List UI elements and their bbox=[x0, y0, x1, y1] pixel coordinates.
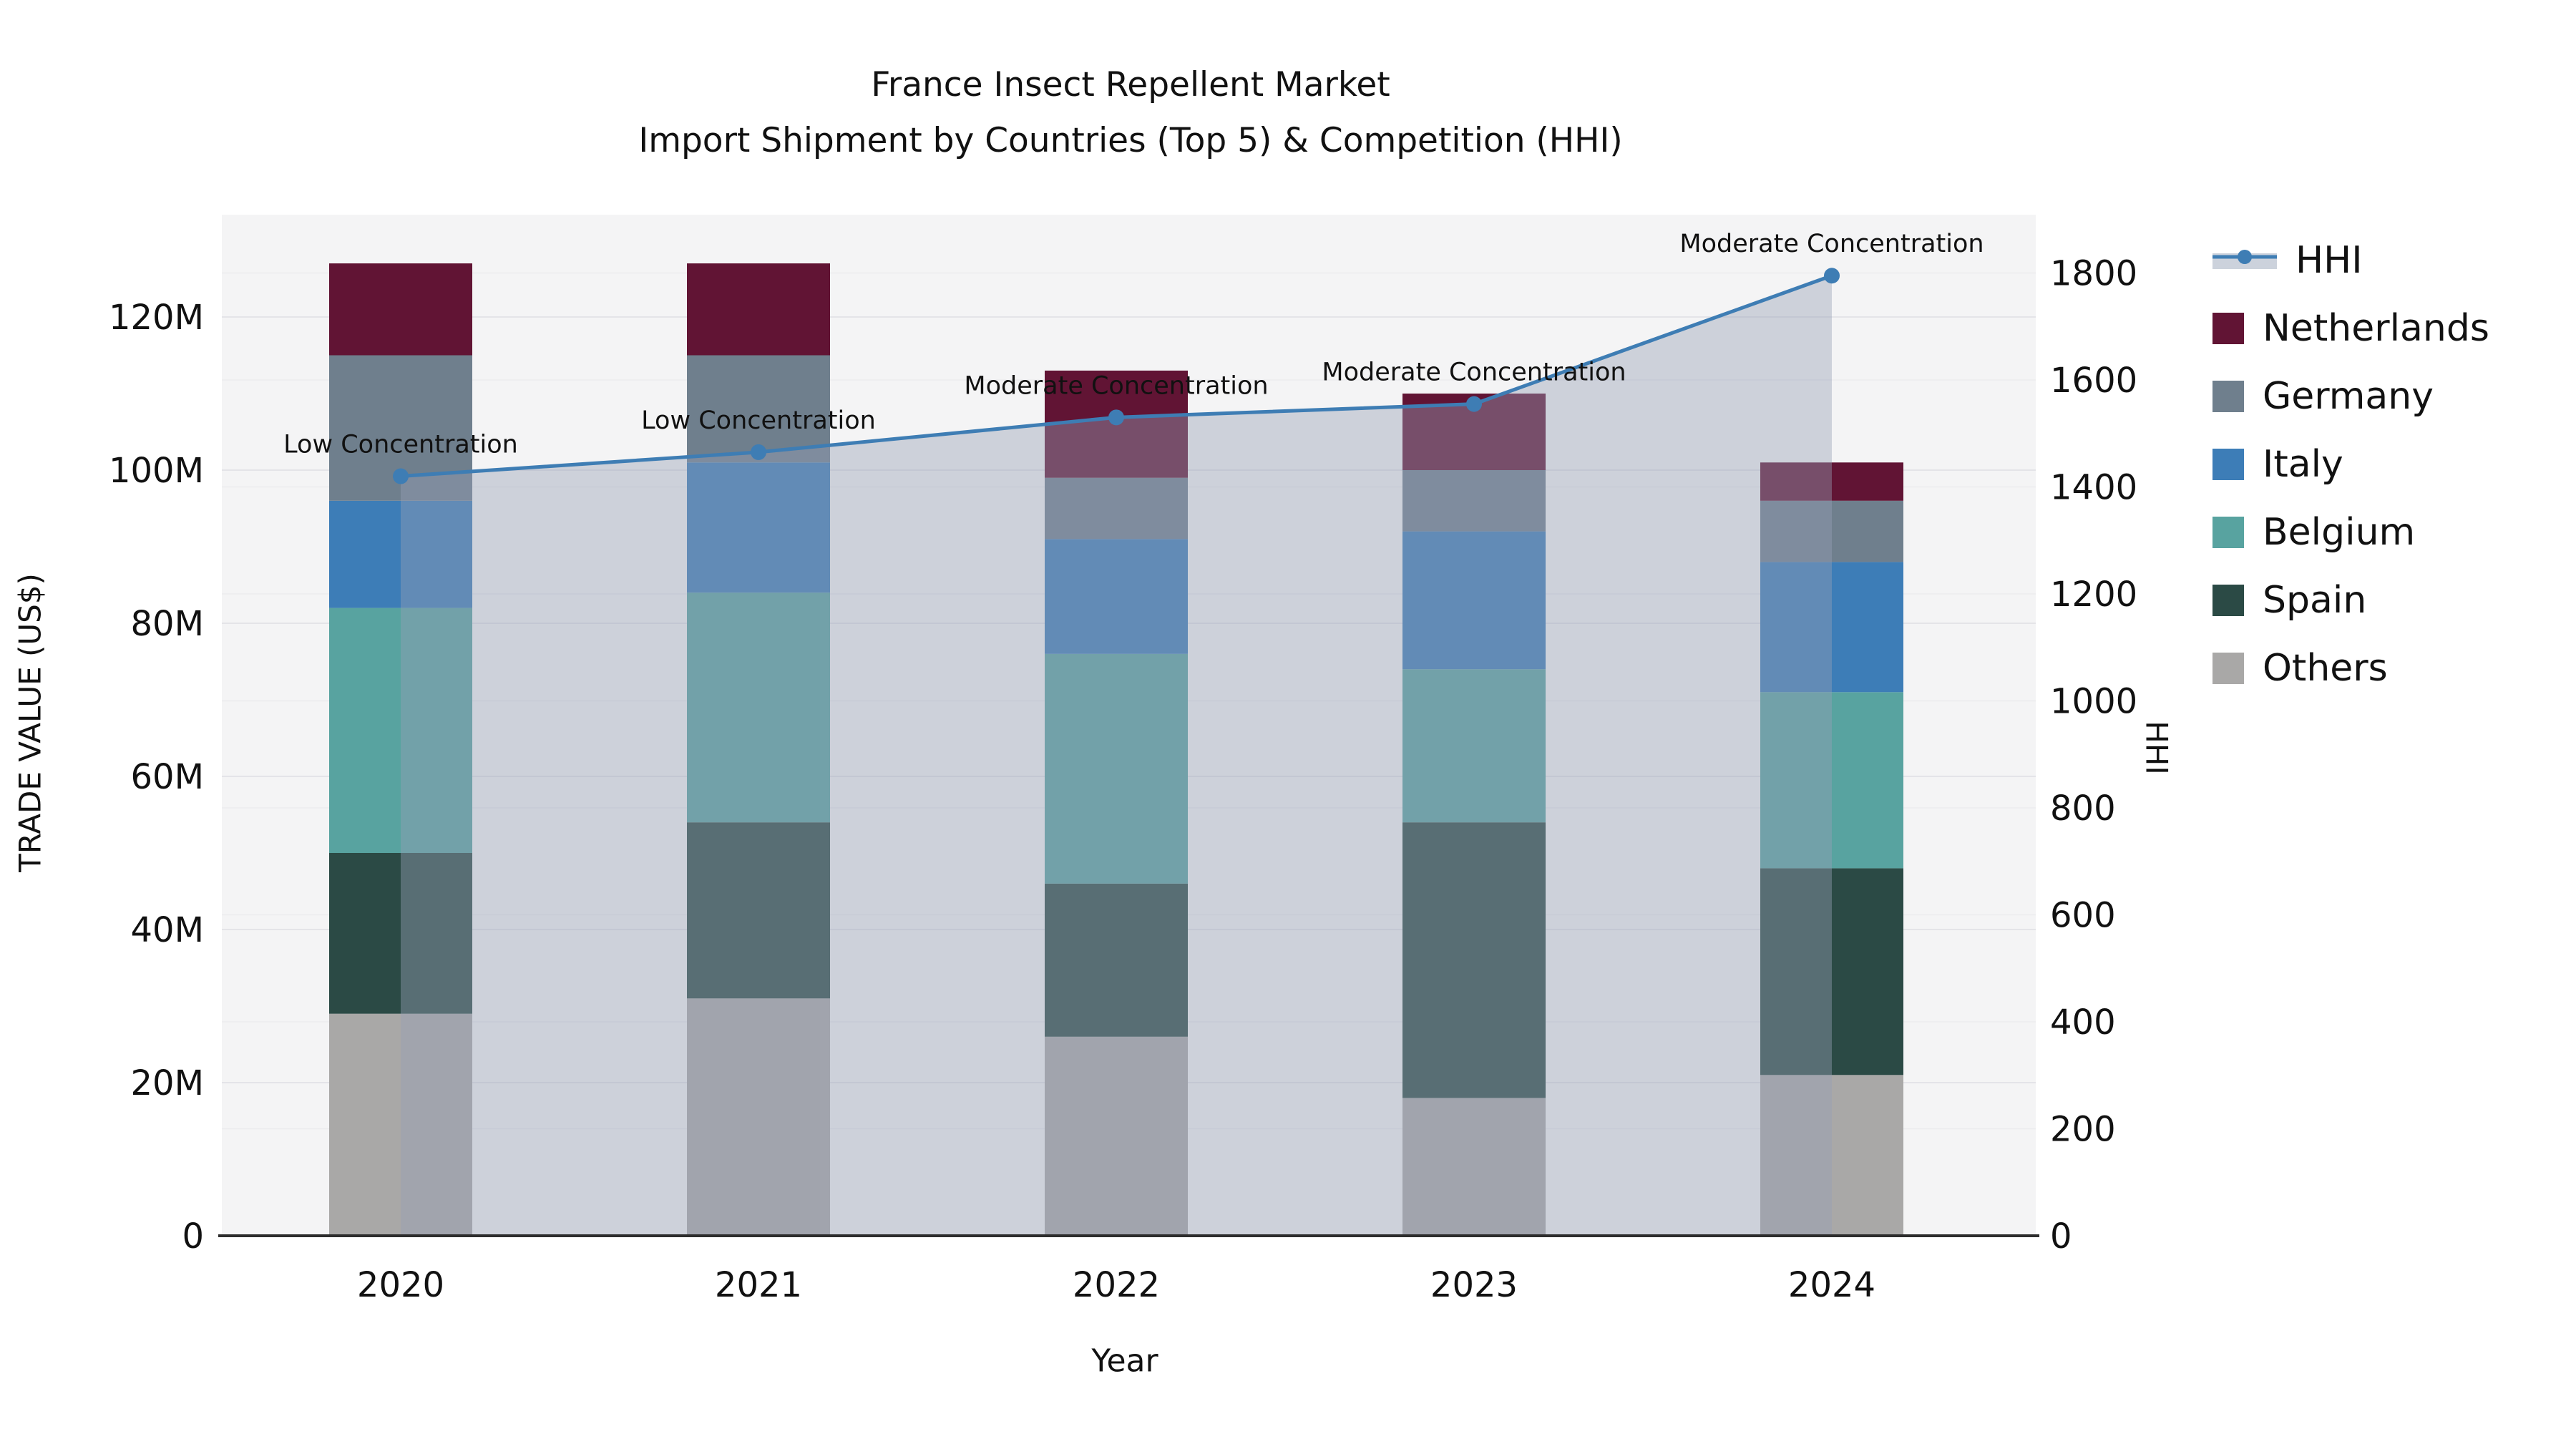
legend-label-germany: Germany bbox=[2263, 375, 2434, 418]
bar-segment-2021-spain bbox=[687, 822, 830, 999]
bar-segment-2020-spain bbox=[329, 853, 472, 1014]
bar-segment-2021-belgium bbox=[687, 592, 830, 823]
legend-swatch-italy bbox=[2212, 449, 2244, 480]
annotation-2020: Low Concentration bbox=[283, 431, 518, 459]
y-right-tick-200: 200 bbox=[2050, 1110, 2116, 1150]
annotation-2022: Moderate Concentration bbox=[964, 371, 1268, 400]
bar-segment-2023-spain bbox=[1402, 822, 1546, 1098]
bar-segment-2024-others bbox=[1760, 1075, 1903, 1236]
x-tick-2020: 2020 bbox=[357, 1265, 444, 1305]
legend-label-hhi: HHI bbox=[2296, 239, 2363, 282]
x-axis-label: Year bbox=[1091, 1342, 1158, 1380]
legend-swatch-others bbox=[2212, 653, 2244, 684]
bar-segment-2022-italy bbox=[1045, 539, 1188, 654]
bar-segment-2024-germany bbox=[1760, 500, 1903, 562]
legend-item-hhi: HHI bbox=[2212, 239, 2489, 282]
y-left-tick-120M: 120M bbox=[109, 298, 204, 338]
y-axis-right-label: HHI bbox=[2139, 721, 2175, 775]
legend-item-netherlands: Netherlands bbox=[2212, 307, 2489, 350]
y-axis-left-label: TRADE VALUE (US$) bbox=[12, 573, 48, 872]
hhi-marker-2023 bbox=[1466, 396, 1482, 412]
y-left-tick-80M: 80M bbox=[131, 604, 205, 644]
bar-segment-2022-others bbox=[1045, 1036, 1188, 1236]
x-tick-2021: 2021 bbox=[715, 1265, 802, 1305]
bar-segment-2020-italy bbox=[329, 500, 472, 608]
y-right-tick-400: 400 bbox=[2050, 1002, 2116, 1043]
x-tick-2023: 2023 bbox=[1430, 1265, 1518, 1305]
y-left-tick-40M: 40M bbox=[131, 910, 205, 950]
chart-title-line1: France Insect Repellent Market bbox=[871, 65, 1390, 104]
bar-segment-2024-italy bbox=[1760, 562, 1903, 693]
bar-segment-2021-netherlands bbox=[687, 263, 830, 356]
x-tick-2024: 2024 bbox=[1788, 1265, 1875, 1305]
y-right-tick-1000: 1000 bbox=[2050, 682, 2137, 722]
legend-label-netherlands: Netherlands bbox=[2263, 307, 2489, 350]
bar-segment-2020-others bbox=[329, 1013, 472, 1236]
legend-hhi-line-swatch bbox=[2212, 250, 2277, 269]
legend-item-germany: Germany bbox=[2212, 375, 2489, 418]
legend-swatch-germany bbox=[2212, 381, 2244, 412]
bar-segment-2024-belgium bbox=[1760, 692, 1903, 869]
bar-segment-2022-belgium bbox=[1045, 653, 1188, 884]
y-right-tick-600: 600 bbox=[2050, 896, 2116, 936]
annotation-2024: Moderate Concentration bbox=[1679, 230, 1984, 258]
chart-title-line2: Import Shipment by Countries (Top 5) & C… bbox=[638, 121, 1623, 160]
legend: HHI Netherlands Germany Italy Belgium Spain Ot… bbox=[2212, 239, 2489, 690]
y-right-tick-800: 800 bbox=[2050, 789, 2116, 829]
legend-label-italy: Italy bbox=[2263, 443, 2343, 486]
bar-segment-2022-spain bbox=[1045, 883, 1188, 1037]
y-right-tick-1600: 1600 bbox=[2050, 361, 2137, 401]
legend-item-others: Others bbox=[2212, 647, 2489, 690]
bar-segment-2023-germany bbox=[1402, 470, 1546, 532]
legend-item-spain: Spain bbox=[2212, 579, 2489, 622]
legend-label-spain: Spain bbox=[2263, 579, 2367, 622]
bar-segment-2020-netherlands bbox=[329, 263, 472, 356]
bar-segment-2020-belgium bbox=[329, 608, 472, 853]
y-right-tick-1200: 1200 bbox=[2050, 575, 2137, 615]
legend-swatch-belgium bbox=[2212, 517, 2244, 548]
legend-item-belgium: Belgium bbox=[2212, 511, 2489, 554]
hhi-marker-2020 bbox=[393, 468, 409, 484]
y-left-tick-20M: 20M bbox=[131, 1063, 205, 1103]
legend-label-others: Others bbox=[2263, 647, 2388, 690]
annotation-2023: Moderate Concentration bbox=[1322, 358, 1626, 387]
y-right-tick-1800: 1800 bbox=[2050, 254, 2137, 294]
chart-title: France Insect Repellent Market Import Sh… bbox=[0, 57, 2261, 169]
hhi-area-fill bbox=[401, 275, 1832, 1236]
legend-swatch-netherlands bbox=[2212, 313, 2244, 344]
hhi-marker-2021 bbox=[751, 444, 766, 460]
bar-segment-2021-italy bbox=[687, 462, 830, 593]
y-right-tick-1400: 1400 bbox=[2050, 468, 2137, 508]
legend-label-belgium: Belgium bbox=[2263, 511, 2416, 554]
bar-segment-2023-others bbox=[1402, 1098, 1546, 1236]
bar-segment-2021-others bbox=[687, 998, 830, 1236]
bar-segment-2023-italy bbox=[1402, 531, 1546, 670]
legend-item-italy: Italy bbox=[2212, 443, 2489, 486]
hhi-marker-2024 bbox=[1824, 268, 1840, 284]
bar-segment-2022-germany bbox=[1045, 477, 1188, 540]
y-left-tick-0: 0 bbox=[182, 1216, 204, 1257]
y-left-tick-60M: 60M bbox=[131, 757, 205, 797]
bar-segment-2024-netherlands bbox=[1760, 462, 1903, 501]
y-left-tick-100M: 100M bbox=[109, 451, 204, 491]
hhi-marker-2022 bbox=[1108, 409, 1124, 426]
legend-swatch-spain bbox=[2212, 585, 2244, 616]
annotation-2021: Low Concentration bbox=[641, 406, 876, 435]
x-tick-2022: 2022 bbox=[1073, 1265, 1160, 1305]
bar-segment-2024-spain bbox=[1760, 868, 1903, 1075]
y-right-tick-0: 0 bbox=[2050, 1216, 2072, 1257]
bar-segment-2023-belgium bbox=[1402, 669, 1546, 823]
